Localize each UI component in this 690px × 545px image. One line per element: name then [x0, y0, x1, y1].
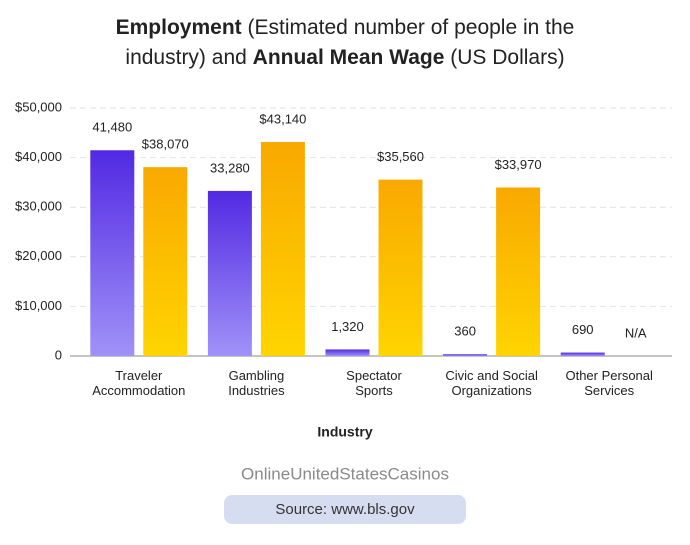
title-part: Employment — [116, 16, 242, 39]
x-tick-line: Accommodation — [92, 383, 185, 398]
value-label: $43,140 — [259, 111, 306, 126]
source: Source: www.bls.gov — [275, 501, 415, 518]
value-label: $35,560 — [377, 149, 424, 164]
x-tick-label: Other Personal Services — [565, 368, 653, 398]
bar — [143, 167, 188, 356]
title-part: (US Dollars) — [450, 46, 564, 69]
bar — [325, 349, 370, 356]
x-tick-line: Organizations — [451, 383, 532, 398]
value-label: N/A — [625, 325, 647, 340]
x-tick-line: Civic and Social — [445, 368, 538, 383]
chart-title: industry) and Annual Mean Wage (US Dolla… — [125, 46, 564, 69]
x-tick-label: Traveler Accommodation — [92, 368, 185, 398]
bar — [496, 187, 541, 356]
y-tick-label: $50,000 — [15, 99, 62, 114]
bar — [207, 190, 252, 356]
value-label: 690 — [572, 322, 594, 337]
brand: OnlineUnitedStatesCasinos — [241, 464, 449, 483]
x-axis-label: Industry — [317, 424, 372, 440]
y-tick-label: $30,000 — [15, 199, 62, 214]
x-tick-line: Traveler — [115, 368, 163, 383]
y-tick-label: $40,000 — [15, 149, 62, 164]
bar — [560, 352, 605, 356]
source-pill — [224, 495, 466, 524]
value-label: 360 — [454, 324, 476, 339]
x-tick-label: Civic and Social Organizations — [445, 368, 538, 398]
value-label: 1,320 — [331, 319, 364, 334]
y-tick-label: $20,000 — [15, 248, 62, 263]
y-tick-label: 0 — [55, 347, 62, 362]
title-part: (Estimated number of people in the — [248, 16, 575, 39]
bar — [260, 142, 305, 356]
value-label: 41,480 — [92, 120, 132, 135]
x-tick-line: Spectator — [346, 368, 402, 383]
title-part: industry) and — [125, 46, 246, 69]
value-label: $33,970 — [495, 157, 542, 172]
x-tick-line: Sports — [355, 383, 393, 398]
value-label: 33,280 — [210, 160, 250, 175]
title-part: Annual Mean Wage — [253, 46, 445, 69]
x-tick-label: Gambling Industries — [228, 368, 285, 398]
bar — [378, 179, 423, 356]
x-tick-line: Industries — [228, 383, 285, 398]
bar — [443, 354, 488, 356]
x-tick-label: Spectator Sports — [346, 368, 402, 398]
value-label: $38,070 — [142, 137, 189, 152]
chart-title: Employment (Estimated number of people i… — [116, 16, 575, 39]
x-tick-line: Other Personal — [565, 368, 653, 383]
x-tick-line: Gambling — [229, 368, 285, 383]
x-tick-line: Services — [584, 383, 634, 398]
y-tick-label: $10,000 — [15, 298, 62, 313]
bar — [90, 150, 135, 356]
